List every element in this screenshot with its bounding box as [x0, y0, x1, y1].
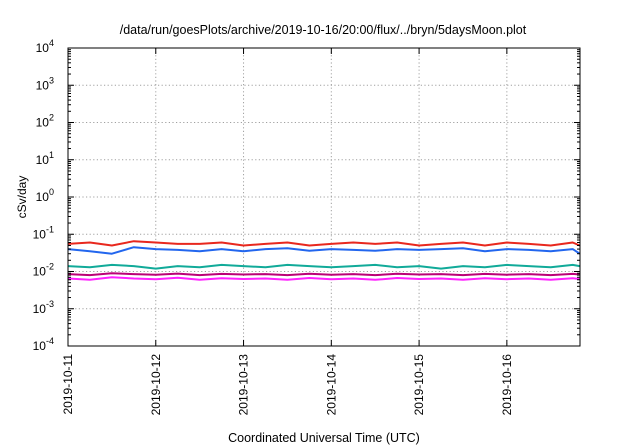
x-tick-label: 2019-10-12	[149, 354, 163, 416]
y-axis-label: cSv/day	[15, 176, 29, 219]
series-line	[67, 272, 580, 277]
grid-lines	[68, 48, 580, 346]
x-tick-label: 2019-10-15	[412, 354, 426, 416]
x-tick-labels: 2019-10-11 2019-10-12 2019-10-13 2019-10-14…	[61, 354, 514, 416]
y-tick-base: 10	[33, 227, 47, 241]
y-tick-base: 10	[36, 190, 50, 204]
series-line	[67, 240, 581, 247]
x-tick-label: 2019-10-16	[500, 354, 514, 416]
y-tick-label: 10-1	[33, 224, 54, 241]
y-tick-label: 104	[36, 38, 54, 55]
y-tick-exponent: 4	[49, 38, 54, 48]
y-tick-base: 10	[36, 153, 50, 167]
y-tick-label: 10-2	[33, 262, 54, 279]
axis-ticks	[67, 47, 580, 347]
x-tick-label: 2019-10-14	[324, 354, 338, 416]
y-tick-base: 10	[36, 116, 50, 130]
y-tick-exponent: 2	[49, 113, 54, 123]
y-tick-base: 10	[33, 265, 47, 279]
y-tick-exponent: -3	[46, 299, 54, 309]
y-tick-label: 102	[36, 113, 54, 130]
y-tick-base: 10	[33, 302, 47, 316]
series-line	[67, 263, 580, 270]
series-layer	[67, 240, 581, 281]
y-tick-label: 100	[36, 187, 54, 204]
y-tick-label: 103	[36, 75, 54, 92]
x-tick-label: 2019-10-13	[237, 354, 251, 416]
y-tick-exponent: -2	[46, 262, 54, 272]
y-tick-exponent: -1	[46, 224, 54, 234]
y-tick-label: 10-4	[33, 336, 54, 353]
y-tick-base: 10	[36, 41, 50, 55]
y-tick-exponent: 3	[49, 75, 54, 85]
y-tick-exponent: 0	[49, 187, 54, 197]
chart-title: /data/run/goesPlots/archive/2019-10-16/2…	[120, 23, 527, 37]
y-tick-base: 10	[36, 78, 50, 92]
y-tick-exponent: 1	[49, 150, 54, 160]
x-axis-label: Coordinated Universal Time (UTC)	[228, 431, 420, 445]
y-tick-exponent: -4	[46, 336, 54, 346]
x-tick-label: 2019-10-11	[61, 354, 75, 415]
series-line	[67, 276, 580, 281]
y-tick-label: 101	[36, 150, 54, 167]
y-tick-base: 10	[33, 339, 47, 353]
y-tick-label: 10-3	[33, 299, 54, 316]
series-line	[67, 246, 581, 255]
